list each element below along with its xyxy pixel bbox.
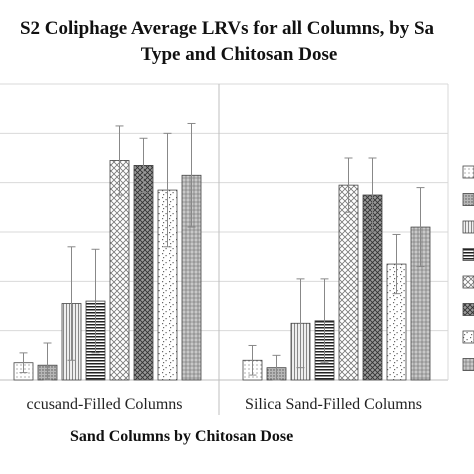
bar-6-group-1 <box>133 164 154 381</box>
legend-swatch-6 <box>462 303 474 316</box>
chart-title-line-2: Type and Chitosan Dose <box>140 44 338 65</box>
x-axis-title: Sand Columns by Chitosan Dose <box>70 428 294 445</box>
legend-swatch-5 <box>462 275 474 289</box>
legend-swatch-8 <box>462 358 474 371</box>
category-label-1: ccusand-Filled Columns <box>27 396 183 413</box>
legend-swatch-2 <box>462 193 474 206</box>
bar-5-group-2 <box>338 184 359 381</box>
legend-swatch-3 <box>462 220 474 234</box>
category-label-2: Silica Sand-Filled Columns <box>245 396 422 413</box>
chart-title-line-1: S2 Coliphage Average LRVs for all Column… <box>19 18 435 39</box>
legend-swatch-1 <box>462 165 474 179</box>
legend-swatch-4 <box>462 248 474 261</box>
legend-swatch-7 <box>462 330 474 344</box>
